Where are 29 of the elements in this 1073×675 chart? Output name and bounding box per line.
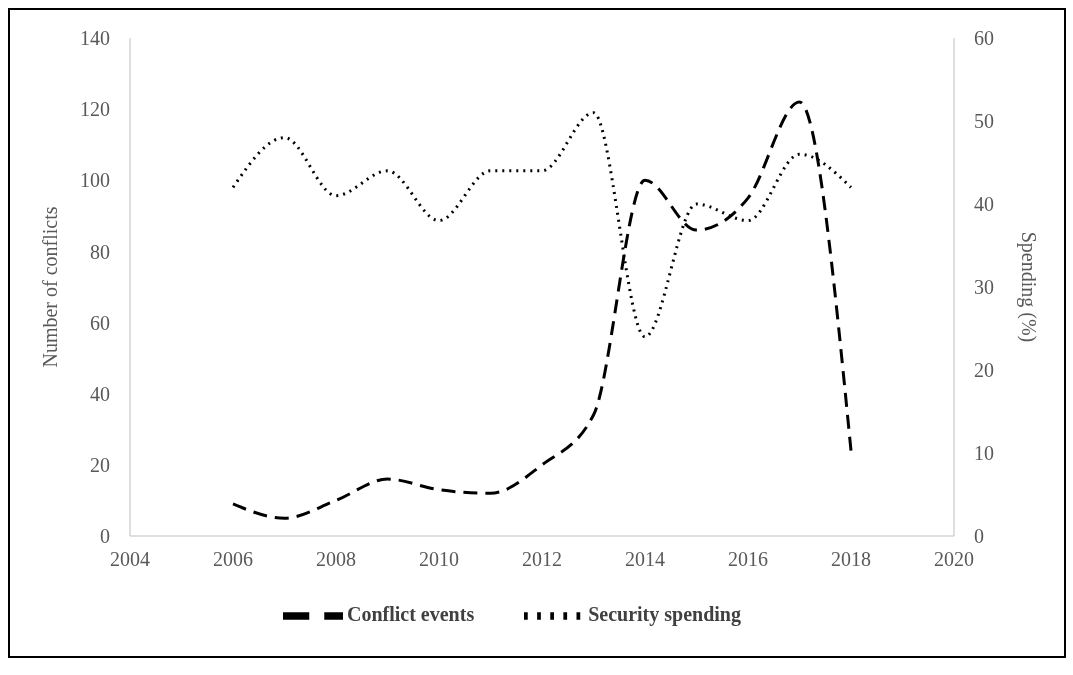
- x-tick-label: 2004: [110, 548, 150, 571]
- legend-label: Security spending: [588, 602, 741, 625]
- y2-tick-label: 60: [974, 27, 994, 50]
- y-tick-label: 60: [90, 311, 110, 334]
- x-tick-label: 2018: [831, 548, 871, 571]
- y2-axis-title: Spending (%): [1016, 231, 1040, 343]
- x-tick-label: 2020: [934, 548, 974, 571]
- y-tick-label: 120: [80, 98, 110, 121]
- y-axis-title: Number of conflicts: [39, 206, 62, 368]
- y-tick-label: 80: [90, 240, 110, 263]
- y2-tick-label: 0: [974, 525, 984, 548]
- y2-tick-label: 10: [974, 442, 994, 465]
- y-tick-label: 20: [90, 453, 110, 476]
- y2-tick-label: 40: [974, 193, 994, 216]
- x-tick-label: 2012: [522, 548, 562, 571]
- y2-tick-label: 20: [974, 359, 994, 382]
- x-tick-label: 2014: [625, 548, 665, 571]
- y-tick-label: 0: [100, 525, 110, 548]
- y-tick-label: 140: [80, 27, 110, 50]
- y-tick-label: 40: [90, 382, 110, 405]
- x-tick-label: 2008: [316, 548, 356, 571]
- y-tick-label: 100: [80, 169, 110, 192]
- x-tick-label: 2010: [419, 548, 459, 571]
- legend-label: Conflict events: [346, 602, 475, 625]
- y2-tick-label: 50: [974, 110, 994, 133]
- x-tick-label: 2016: [728, 548, 768, 571]
- x-tick-label: 2006: [213, 548, 253, 571]
- y2-tick-label: 30: [974, 276, 994, 299]
- line-series: [231, 100, 853, 520]
